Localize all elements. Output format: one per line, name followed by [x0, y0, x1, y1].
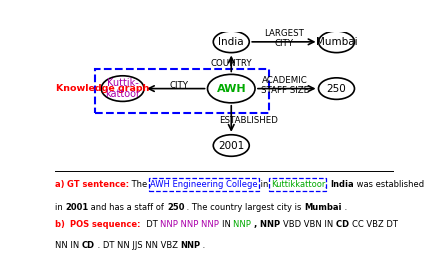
Text: 250: 250 — [327, 84, 346, 94]
Text: Knowledge graph: Knowledge graph — [57, 84, 150, 93]
Text: CITY: CITY — [169, 81, 188, 90]
Text: ACADEMIC
STAFF SIZE: ACADEMIC STAFF SIZE — [261, 76, 309, 95]
Text: .: . — [342, 204, 347, 213]
Text: AWH: AWH — [216, 84, 246, 94]
Text: CD: CD — [336, 220, 352, 229]
Text: Kuttikkattoor: Kuttikkattoor — [271, 180, 325, 189]
Text: NN IN: NN IN — [55, 241, 81, 250]
Text: NNP: NNP — [260, 220, 283, 229]
Text: COUNTRY: COUNTRY — [210, 59, 252, 68]
Text: NNP: NNP — [233, 220, 254, 229]
Text: ESTABLISHED: ESTABLISHED — [219, 116, 279, 125]
Text: NNP: NNP — [180, 241, 201, 250]
Text: NNP NNP NNP: NNP NNP NNP — [160, 220, 222, 229]
Text: Mumbai: Mumbai — [304, 204, 342, 213]
Text: ,: , — [325, 180, 330, 189]
Text: and has a staff of: and has a staff of — [88, 204, 167, 213]
Text: CC VBZ DT: CC VBZ DT — [352, 220, 398, 229]
Text: LARGEST
CITY: LARGEST CITY — [264, 29, 304, 49]
Text: Mumbai: Mumbai — [316, 37, 357, 47]
Text: ,: , — [254, 220, 260, 229]
Text: . The country largest city is: . The country largest city is — [184, 204, 304, 213]
Text: a): a) — [55, 180, 67, 189]
Text: in: in — [55, 204, 65, 213]
Text: in: in — [258, 180, 271, 189]
Text: India: India — [219, 37, 244, 47]
Text: AWH Engineering College: AWH Engineering College — [150, 180, 258, 189]
Text: The: The — [129, 180, 150, 189]
Text: was established: was established — [354, 180, 424, 189]
Text: VBD VBN IN: VBD VBN IN — [283, 220, 336, 229]
Text: IN: IN — [222, 220, 233, 229]
Text: 250: 250 — [167, 204, 184, 213]
Text: India: India — [330, 180, 354, 189]
Text: 2001: 2001 — [65, 204, 88, 213]
Text: . DT NN JJS NN VBZ: . DT NN JJS NN VBZ — [95, 241, 180, 250]
Text: POS sequence:: POS sequence: — [71, 220, 141, 229]
Text: GT sentence:: GT sentence: — [67, 180, 129, 189]
Text: .: . — [201, 241, 206, 250]
Text: 2001: 2001 — [218, 140, 244, 150]
Text: DT: DT — [141, 220, 160, 229]
Text: b): b) — [55, 220, 71, 229]
Text: CD: CD — [81, 241, 95, 250]
Text: Kuttik-
kattoor: Kuttik- kattoor — [105, 78, 140, 100]
